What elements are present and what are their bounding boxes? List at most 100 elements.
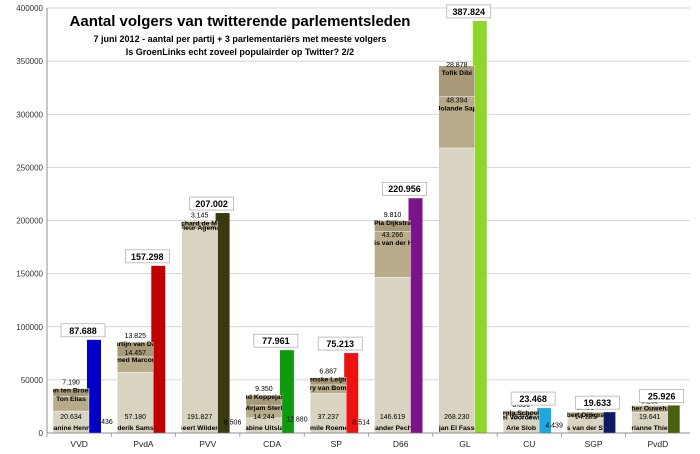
member-name: Ton Elias bbox=[56, 396, 86, 403]
member-label-group: Joel Voordewind bbox=[494, 414, 548, 421]
member-name: Esther Ouwehand bbox=[621, 405, 679, 412]
member-name: Richard de Mos bbox=[174, 221, 225, 228]
member-segment bbox=[438, 147, 475, 434]
member-segment bbox=[181, 228, 218, 434]
party-group-cda: Sabine Uitslag 14.244 Mirjam Sterk Ad Koppe… bbox=[243, 333, 308, 434]
party-group-sp: Emile Roemer 37.237 Harry van BommelRenske… bbox=[298, 336, 370, 434]
member-value: 3.056 bbox=[512, 402, 530, 409]
member-name: Mirjam Sterk bbox=[243, 405, 284, 412]
y-tick-label: 100000 bbox=[16, 323, 43, 332]
total-label: 23.468 bbox=[519, 394, 547, 404]
member-segment bbox=[181, 221, 218, 226]
member-name: Pia Dijkstra bbox=[374, 220, 411, 227]
member-value: 15.973 bbox=[510, 414, 532, 421]
total-label-box bbox=[125, 249, 170, 264]
member-name: Elbert Dijkgraaf bbox=[560, 412, 611, 419]
member-label-group: Marianne Thieme 19.641 bbox=[622, 414, 678, 432]
member-segment bbox=[310, 393, 347, 434]
total-label-box bbox=[575, 395, 620, 410]
member-name: Ad Koppejan bbox=[243, 394, 285, 401]
member-name: Jeanine Hennis bbox=[46, 425, 96, 432]
member-value: 146.619 bbox=[380, 414, 405, 421]
member-name: Martijn van Dam bbox=[109, 341, 162, 348]
y-tick-label: 400000 bbox=[16, 4, 43, 13]
total-label-box bbox=[253, 333, 299, 348]
member-name: Boris van der Ham bbox=[362, 240, 422, 247]
member-value: 14.135 bbox=[575, 414, 597, 421]
total-bar-cda bbox=[279, 350, 294, 433]
total-label: 220.956 bbox=[388, 184, 421, 194]
residual-value: 9.436 bbox=[95, 419, 113, 426]
x-tick-label: D66 bbox=[393, 439, 409, 449]
member-name: Arie Slob bbox=[506, 425, 536, 432]
y-tick-label: 50000 bbox=[21, 376, 44, 385]
member-value: 9.810 bbox=[384, 212, 402, 219]
x-tick-label: CU bbox=[523, 439, 535, 449]
y-tick-label: 350000 bbox=[16, 57, 43, 66]
x-tick-label: PvdD bbox=[647, 439, 668, 449]
member-segment bbox=[567, 411, 604, 419]
total-label-box bbox=[317, 336, 363, 351]
total-bar-pvv bbox=[215, 213, 230, 433]
member-segment bbox=[374, 277, 411, 434]
member-value: 13.825 bbox=[125, 333, 147, 340]
chart-subtitle-2: Is GroenLinks echt zoveel populairder op… bbox=[126, 47, 354, 57]
member-segment bbox=[117, 341, 154, 358]
total-bar-sgp bbox=[601, 412, 616, 433]
member-value: 6.887 bbox=[319, 369, 337, 376]
member-name: Renske Leijten bbox=[304, 377, 352, 384]
x-tick-label: PVV bbox=[199, 439, 216, 449]
total-label: 75.213 bbox=[326, 339, 354, 349]
member-label-group: Geert Wilders 191.827 bbox=[182, 414, 218, 432]
member-name: Jolande Sap bbox=[437, 106, 477, 113]
member-name: Harry van Bommel bbox=[298, 385, 358, 392]
total-label: 207.002 bbox=[195, 199, 228, 209]
member-label-group: Diederik Samsom 57.180 bbox=[117, 414, 153, 432]
member-value: 19.641 bbox=[639, 414, 661, 421]
total-bar-gl bbox=[472, 20, 487, 433]
member-segment bbox=[245, 394, 283, 406]
total-bar-pvda bbox=[151, 265, 166, 433]
member-segment bbox=[438, 65, 475, 97]
member-name: Han ten Broeke bbox=[46, 388, 96, 395]
total-label: 77.961 bbox=[262, 336, 290, 346]
member-value: 48.394 bbox=[446, 98, 468, 105]
member-label-group: Sabine Uitslag 14.244 bbox=[246, 414, 282, 432]
total-label: 19.633 bbox=[584, 398, 612, 408]
member-name: Ahmed Marcouch bbox=[107, 357, 164, 364]
x-axis: VVD PvdA PVV CDA SP D66 GL CU SGP PvdD bbox=[46, 432, 690, 449]
total-label-box bbox=[510, 391, 556, 406]
total-label-box bbox=[639, 389, 685, 403]
x-tick-label: GL bbox=[459, 439, 471, 449]
member-label-group: Ton Elias bbox=[56, 396, 86, 403]
member-name: Arjan El Fassed bbox=[431, 425, 482, 432]
total-bar-sp bbox=[344, 353, 359, 433]
x-tick-label: SP bbox=[331, 439, 343, 449]
member-segment bbox=[374, 231, 411, 278]
total-label-box bbox=[382, 181, 427, 196]
member-label-group: Arie Slob 15.973 bbox=[506, 414, 536, 432]
member-name: Joel Voordewind bbox=[494, 414, 548, 421]
member-name: Marianne Thieme bbox=[622, 425, 678, 432]
y-tick-label: 150000 bbox=[16, 270, 43, 279]
party-group-pvda: Diederik Samsom 57.180 Ahmed Marcouch14.45… bbox=[107, 249, 170, 434]
member-value: 28.878 bbox=[446, 62, 468, 69]
total-bar-vvd bbox=[87, 339, 101, 433]
total-label: 87.688 bbox=[69, 326, 97, 336]
